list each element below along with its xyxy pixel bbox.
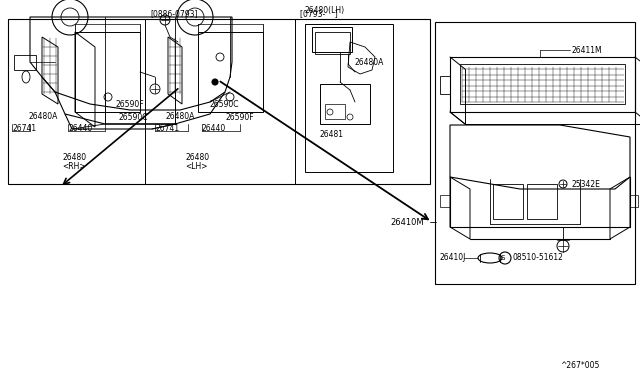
Text: 26741: 26741	[12, 124, 36, 132]
Bar	[75, 32, 140, 112]
Bar	[527, 184, 557, 219]
Bar	[312, 27, 352, 52]
Text: [0793-    ]: [0793- ]	[300, 10, 338, 19]
Bar	[320, 84, 370, 124]
Text: 26590F: 26590F	[115, 99, 143, 109]
Bar	[440, 76, 450, 94]
Bar	[460, 64, 625, 104]
Text: 26410J: 26410J	[440, 253, 467, 263]
Text: 26590F: 26590F	[225, 112, 253, 122]
Text: 26480A: 26480A	[165, 112, 195, 121]
Bar	[315, 32, 350, 54]
Bar	[493, 184, 523, 219]
Text: <LH>: <LH>	[185, 161, 207, 170]
Text: 26480: 26480	[185, 153, 209, 161]
Text: 26590C: 26590C	[210, 99, 239, 109]
Bar	[435, 22, 635, 284]
Bar	[8, 19, 430, 184]
Text: 08510-51612: 08510-51612	[513, 253, 564, 263]
Bar	[630, 195, 638, 207]
Bar	[305, 24, 393, 172]
Bar	[14, 55, 36, 70]
Text: 25342E: 25342E	[572, 180, 601, 189]
Bar	[198, 32, 263, 112]
Text: 26411M: 26411M	[572, 45, 603, 55]
Text: 26480: 26480	[62, 153, 86, 161]
Text: 26480A: 26480A	[28, 112, 58, 121]
Text: 26590C: 26590C	[118, 112, 147, 122]
Text: 26741: 26741	[155, 124, 179, 132]
Text: 26480A: 26480A	[355, 58, 385, 67]
Bar	[325, 104, 345, 119]
Text: [0886-0793]: [0886-0793]	[150, 10, 198, 19]
Text: 26440: 26440	[202, 124, 227, 132]
Text: 26480(LH): 26480(LH)	[305, 6, 345, 15]
Text: <RH>: <RH>	[62, 161, 86, 170]
Text: S: S	[501, 255, 505, 261]
Text: 26440: 26440	[68, 124, 92, 132]
Text: 26481: 26481	[320, 129, 344, 138]
Text: ^267*005: ^267*005	[560, 360, 600, 369]
Circle shape	[212, 79, 218, 85]
Bar	[440, 195, 450, 207]
Text: 26410M: 26410M	[390, 218, 424, 227]
